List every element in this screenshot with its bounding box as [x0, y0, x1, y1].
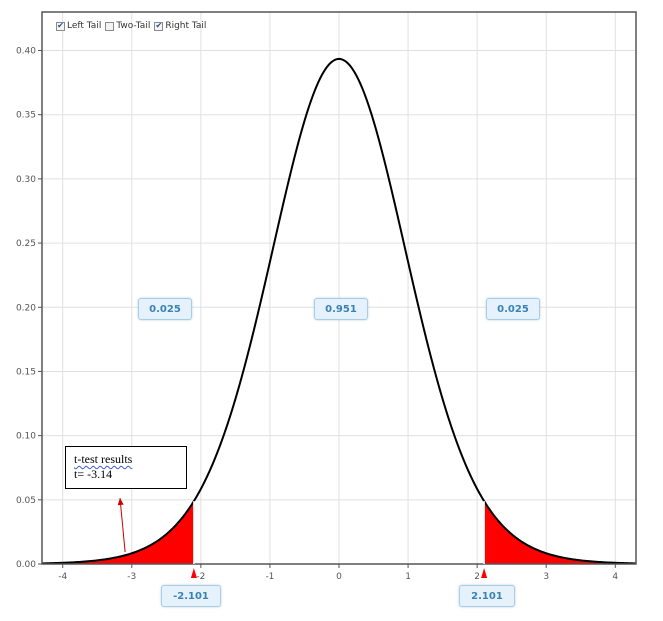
y-tick-label: 0.35 — [16, 111, 36, 121]
critical-value-marker[interactable] — [190, 568, 197, 578]
left-tail-label: Left Tail — [67, 21, 102, 31]
y-tick-label: 0.30 — [16, 175, 36, 185]
y-axis-ticks: 0.00 0.05 0.10 0.15 0.20 0.25 0.30 0.35 0.40 — [16, 47, 42, 570]
left-tail-checkbox[interactable]: ✔ Left Tail — [56, 21, 101, 31]
x-tick-label: 3 — [543, 572, 549, 582]
left-critical-value-label: -2.101 — [161, 585, 221, 607]
right-tail-check-icon: ✔ — [154, 21, 164, 31]
left-tail-probability: 0.025 — [138, 298, 192, 320]
x-tick-label: 0 — [336, 572, 342, 582]
annotation-arrow — [119, 497, 126, 553]
right-tail-label: Right Tail — [165, 21, 207, 31]
two-tail-check-icon — [105, 21, 115, 31]
two-tail-label: Two-Tail — [116, 21, 151, 31]
y-tick-label: 0.05 — [16, 496, 36, 506]
annotation-value: t= -3.14 — [74, 467, 113, 481]
x-tick-label: 2 — [474, 572, 480, 582]
right-critical-value-label: 2.101 — [459, 585, 515, 607]
x-tick-label: -3 — [127, 572, 136, 582]
y-tick-label: 0.00 — [16, 560, 36, 570]
tail-toolbar: ✔ Left Tail Two-Tail ✔ Right Tail — [56, 21, 206, 31]
y-tick-label: 0.25 — [16, 239, 36, 249]
right-tail-checkbox[interactable]: ✔ Right Tail — [154, 21, 206, 31]
annotation-arrow-head — [117, 498, 124, 506]
y-tick-label: 0.20 — [16, 303, 36, 313]
t-test-annotation-box: t-test results t= -3.14 — [65, 446, 187, 489]
right-tail-area — [484, 501, 636, 564]
y-tick-label: 0.40 — [16, 47, 36, 57]
x-tick-label: 1 — [405, 572, 411, 582]
x-tick-label: 4 — [612, 572, 618, 582]
annotation-title: t-test results — [74, 452, 133, 466]
y-tick-label: 0.15 — [16, 367, 36, 377]
center-probability: 0.951 — [314, 298, 368, 320]
left-tail-area — [42, 501, 194, 564]
critical-value-marker[interactable] — [481, 568, 488, 578]
two-tail-checkbox[interactable]: Two-Tail — [105, 21, 150, 31]
x-axis-ticks: -4 -3 -2 -1 0 1 2 3 4 — [58, 564, 618, 582]
density-curve — [41, 57, 637, 565]
critical-markers — [190, 501, 488, 578]
right-tail-probability: 0.025 — [486, 298, 540, 320]
grid-lines — [42, 12, 636, 565]
x-tick-label: -1 — [265, 572, 274, 582]
x-tick-label: -2 — [196, 572, 205, 582]
left-tail-check-icon: ✔ — [56, 21, 65, 31]
x-tick-label: -4 — [58, 572, 67, 582]
y-tick-label: 0.10 — [16, 432, 36, 442]
